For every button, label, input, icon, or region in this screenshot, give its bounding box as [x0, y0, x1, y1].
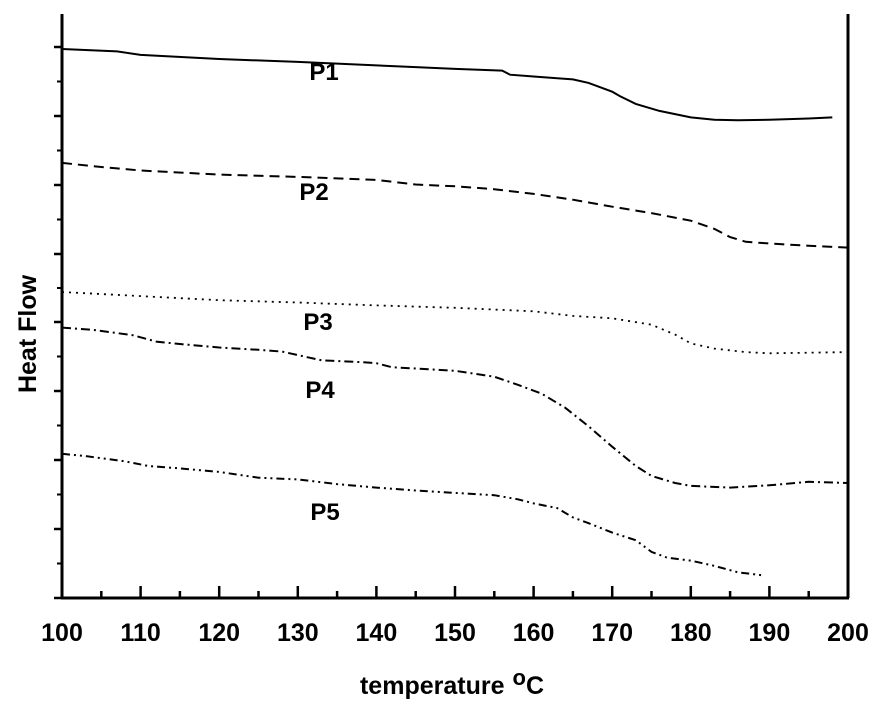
x-tick-label: 150 — [434, 619, 476, 647]
x-tick-label: 140 — [356, 619, 398, 647]
x-tick-label: 130 — [277, 619, 319, 647]
y-ticks — [54, 45, 62, 600]
series-group — [61, 48, 849, 577]
series-line-p4 — [61, 326, 849, 489]
x-axis-unit-superscript: o — [512, 665, 525, 690]
series-line-p5 — [61, 452, 762, 577]
x-axis-title: temperature oC — [360, 665, 544, 700]
series-label-p5: P5 — [310, 499, 339, 526]
x-axis-title-text: temperature — [360, 672, 505, 700]
x-tick-label: 100 — [41, 619, 83, 647]
x-tick-label: 200 — [827, 619, 869, 647]
y-axis-title: Heat Flow — [14, 274, 42, 393]
x-axis-unit-letter: C — [526, 672, 544, 700]
series-line-p1 — [61, 48, 833, 122]
x-tick-label: 120 — [198, 619, 240, 647]
x-tick-label: 190 — [749, 619, 791, 647]
series-label-p4: P4 — [305, 377, 335, 404]
x-tick-labels: 100 110 120 130 140 150 160 170 180 190 200 — [41, 619, 869, 647]
series-line-p2 — [61, 161, 849, 249]
x-tick-label: 180 — [670, 619, 712, 647]
x-tick-label: 170 — [591, 619, 633, 647]
plot-area: P1 P2 P3 P4 P5 — [54, 14, 850, 600]
series-labels: P1 P2 P3 P4 P5 — [299, 59, 339, 526]
series-label-p3: P3 — [303, 309, 332, 336]
x-tick-label: 160 — [513, 619, 555, 647]
x-ticks — [60, 586, 850, 598]
x-tick-label: 110 — [120, 619, 160, 647]
series-label-p1: P1 — [309, 59, 338, 86]
series-label-p2: P2 — [299, 179, 328, 206]
